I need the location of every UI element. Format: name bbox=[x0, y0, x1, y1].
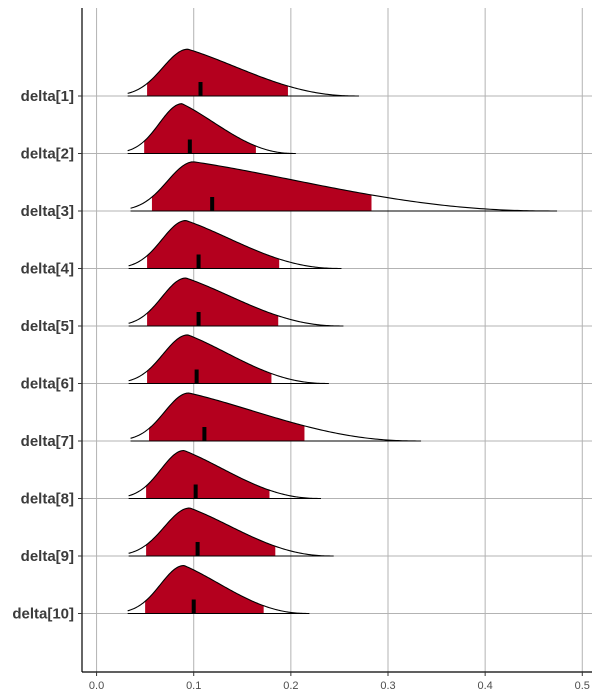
y-tick-label: delta[8] bbox=[21, 491, 74, 508]
ridge-interval-fill bbox=[144, 103, 256, 154]
ridge-interval-fill bbox=[147, 49, 288, 96]
ridge-median-marker bbox=[196, 254, 201, 269]
ridge-interval-fill bbox=[146, 508, 276, 556]
ridge-outline bbox=[128, 219, 342, 270]
ridge-median-marker bbox=[193, 484, 198, 499]
ridge-interval-fill bbox=[147, 220, 280, 269]
ridge-delta8 bbox=[128, 449, 321, 500]
ridge-interval-fill bbox=[145, 565, 264, 614]
ridge-delta2 bbox=[127, 103, 296, 155]
ridge-median-marker bbox=[210, 197, 215, 211]
ridge-outline bbox=[128, 507, 334, 557]
ridge-interval-fill bbox=[151, 161, 372, 211]
y-tick-label: delta[1] bbox=[21, 88, 74, 105]
ridge-outline bbox=[127, 564, 310, 615]
ridge-delta1 bbox=[127, 48, 359, 97]
ridge-delta10 bbox=[127, 564, 310, 615]
ridge-interval-fill bbox=[146, 450, 270, 499]
x-tick-label: 0.5 bbox=[575, 680, 590, 692]
ridge-interval-fill bbox=[147, 334, 272, 384]
ridge-delta7 bbox=[130, 392, 422, 442]
ridge-delta6 bbox=[128, 334, 329, 385]
ridge-outline bbox=[130, 392, 422, 442]
grid-layer bbox=[82, 8, 592, 672]
axis-layer bbox=[78, 8, 592, 676]
ridge-median-marker bbox=[195, 542, 200, 556]
y-tick-label: delta[4] bbox=[21, 261, 74, 278]
ridge-delta4 bbox=[128, 219, 342, 270]
y-tick-label: delta[2] bbox=[21, 146, 74, 163]
label-layer: 0.0 0.1 0.2 0.3 0.4 0.5 delta[1] delta[2] delta[… bbox=[12, 88, 590, 692]
ridge-interval-fill bbox=[149, 393, 305, 441]
ridge-outline bbox=[130, 161, 558, 212]
ridge-outline bbox=[127, 103, 296, 155]
ridge-delta9 bbox=[128, 507, 334, 557]
ridge-delta3 bbox=[130, 161, 558, 212]
y-tick-label: delta[7] bbox=[21, 433, 74, 450]
ridge-median-marker bbox=[196, 312, 201, 326]
y-tick-label: delta[10] bbox=[12, 606, 74, 623]
ridge-outline bbox=[128, 449, 321, 500]
ridge-median-marker bbox=[198, 82, 203, 96]
y-tick-label: delta[3] bbox=[21, 203, 74, 220]
ridge-layer bbox=[127, 48, 558, 615]
x-tick-label: 0.0 bbox=[89, 680, 104, 692]
ridge-outline bbox=[127, 48, 359, 97]
x-tick-label: 0.3 bbox=[380, 680, 395, 692]
ridge-median-marker bbox=[194, 369, 199, 384]
ridge-median-marker bbox=[191, 599, 196, 614]
y-tick-label: delta[6] bbox=[21, 376, 74, 393]
x-tick-label: 0.2 bbox=[283, 680, 298, 692]
ridge-outline bbox=[128, 277, 344, 327]
ridge-outline bbox=[128, 334, 329, 385]
ridge-median-marker bbox=[202, 427, 207, 441]
ridge-interval-fill bbox=[147, 278, 279, 326]
y-tick-label: delta[9] bbox=[21, 548, 74, 565]
y-tick-label: delta[5] bbox=[21, 318, 74, 335]
x-tick-label: 0.4 bbox=[477, 680, 492, 692]
x-tick-label: 0.1 bbox=[186, 680, 201, 692]
ridge-delta5 bbox=[128, 277, 344, 327]
ridge-median-marker bbox=[187, 139, 192, 154]
